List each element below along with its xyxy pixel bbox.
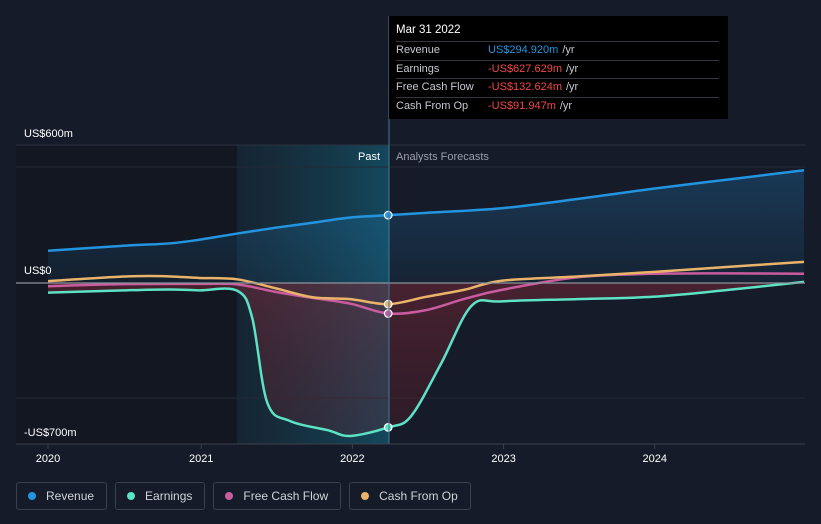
x-tick-label: 2020: [36, 453, 60, 465]
legend-dot-icon: [361, 492, 370, 500]
earnings-marker: [383, 422, 393, 432]
legend-dot-icon: [225, 492, 234, 500]
tooltip-label: Revenue: [396, 44, 441, 56]
cash-from-op-marker: [383, 299, 393, 309]
x-tick-label: 2023: [491, 453, 515, 465]
tooltip-value: -US$627.629m: [488, 62, 562, 75]
legend-item-revenue[interactable]: Revenue: [16, 482, 108, 510]
tooltip-unit: /yr: [559, 99, 573, 112]
cash-from-op-line: [47, 260, 805, 306]
legend-item-free-cash-flow[interactable]: Free Cash Flow: [213, 482, 342, 510]
tooltip-date: Mar 31 2022: [396, 24, 461, 36]
tooltip-label: Earnings: [396, 62, 440, 75]
tooltip: Mar 31 2022 Revenue US$294.920m /yr Earn…: [389, 16, 728, 119]
legend-label: Earnings: [145, 489, 193, 503]
x-tick-label: 2021: [189, 453, 213, 465]
past-label: Past: [358, 151, 380, 163]
tooltip-row-free-cash-flow: Free Cash Flow -US$132.624m /yr: [396, 78, 719, 97]
tooltip-unit: /yr: [566, 62, 579, 75]
legend-item-earnings[interactable]: Earnings: [115, 482, 206, 510]
earnings-area: [48, 281, 804, 436]
revenue-area: [48, 170, 804, 283]
x-tick-label: 2024: [643, 453, 667, 465]
tooltip-unit: /yr: [566, 81, 579, 93]
tooltip-value: -US$132.624m: [488, 81, 562, 93]
legend-dot-icon: [28, 492, 36, 500]
legend-label: Free Cash Flow: [243, 489, 329, 503]
revenue-line: [47, 169, 805, 253]
y-label-top: US$600m: [24, 128, 73, 140]
tooltip-row-earnings: Earnings -US$627.629m /yr: [396, 59, 719, 79]
earnings-line: [47, 280, 805, 438]
legend-dot-icon: [127, 492, 136, 500]
legend-item-cash-from-op[interactable]: Cash From Op: [349, 482, 471, 510]
tooltip-label: Cash From Op: [396, 99, 469, 112]
tooltip-label: Free Cash Flow: [396, 81, 474, 93]
history-region: [16, 145, 237, 444]
legend-label: Revenue: [46, 489, 95, 503]
free-cash-flow-marker: [383, 309, 393, 318]
financial-chart: US$600m US$0 -US$700m Past Analysts Fore…: [16, 16, 805, 465]
y-label-zero: US$0: [24, 265, 52, 277]
revenue-marker: [383, 210, 393, 220]
legend: Revenue Earnings Free Cash Flow Cash Fro…: [16, 482, 471, 510]
legend-label: Cash From Op: [379, 489, 458, 503]
y-label-bottom: -US$700m: [24, 427, 77, 439]
x-tick-label: 2022: [340, 453, 364, 465]
tooltip-row-revenue: Revenue US$294.920m /yr: [396, 41, 719, 60]
tooltip-unit: /yr: [562, 44, 575, 56]
tooltip-value: US$294.920m: [488, 44, 559, 56]
tooltip-row-cash-from-op: Cash From Op -US$91.947m /yr: [396, 96, 719, 116]
tooltip-value: -US$91.947m: [488, 99, 556, 112]
forecast-label: Analysts Forecasts: [396, 151, 489, 163]
